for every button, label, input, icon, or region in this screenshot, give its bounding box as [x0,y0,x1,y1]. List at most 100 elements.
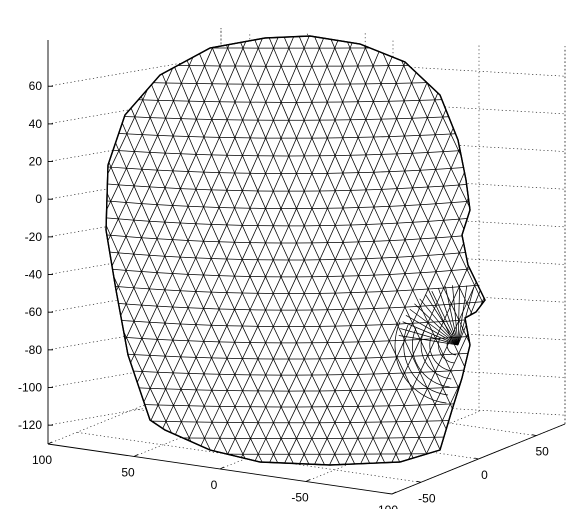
mesh-edge [195,223,204,242]
mesh-edge [203,224,212,242]
mesh-edge [179,222,189,241]
mesh-edge [342,207,352,226]
mesh-edge [403,405,412,422]
mesh-edge [488,47,496,64]
mesh-edge [365,224,375,242]
mesh-edge [234,342,243,359]
mesh-edge [280,155,290,174]
mesh-edge [219,83,228,102]
mesh-edge [373,241,383,259]
mesh-edge [381,307,390,325]
mesh-edge [257,259,266,277]
mesh-edge [327,242,336,260]
mesh-edge [319,242,328,260]
mesh-edge [450,337,459,354]
mesh-edge [419,170,429,188]
mesh-edge [249,276,259,294]
mesh-edge [450,168,460,186]
mesh-edge [490,216,498,232]
mesh-edge [365,373,374,391]
mesh-edge [381,357,390,374]
mesh-edge [472,436,481,454]
mesh-edge [311,84,320,103]
mesh-edge [426,420,435,438]
mesh-edge [141,288,150,306]
mesh-edge [125,185,135,203]
mesh-edge [265,66,274,85]
mesh-edge [97,420,104,437]
mesh-edge [303,259,313,277]
mesh-edge [234,137,243,156]
mesh-edge [127,387,136,405]
mesh-edge [319,358,328,376]
mesh-edge [288,138,297,157]
mesh-edge [265,422,274,439]
mesh-edge [288,66,297,85]
mesh-edge [420,331,452,380]
mesh-edge [227,47,236,67]
mesh-edge [296,374,305,392]
mesh-edge [134,82,144,101]
mesh-edge [364,453,374,465]
mesh-edge [427,169,436,188]
mesh-edge [241,190,251,209]
mesh-edge [319,84,328,103]
mesh-edge [272,259,282,277]
mesh-edge [257,309,266,327]
mesh-edge [126,321,135,338]
mesh-edge [110,320,119,337]
mesh-edge [156,204,166,223]
mesh-edge [96,353,103,369]
mesh-edge [434,387,444,405]
mesh-edge [135,36,145,48]
mesh-edge [357,357,367,375]
mesh-edge [141,338,151,356]
mesh-edge [127,82,136,100]
mesh-edge [106,46,113,65]
mesh-edge [172,356,182,374]
mesh-edge [412,204,421,223]
mesh-edge [157,169,166,188]
mesh-edge [443,254,452,271]
mesh-edge [242,173,251,191]
mesh-edge [280,47,290,67]
mesh-edge [365,308,375,326]
mesh-edge [389,307,398,325]
mesh-edge [106,386,113,404]
mesh-edge [420,288,429,307]
mesh-edge [142,99,151,118]
mesh-edge [134,99,144,118]
mesh-edge [457,98,466,117]
mesh-edge [472,402,482,420]
mesh-edge [97,64,104,81]
mesh-edge [280,309,290,327]
mesh-edge [242,309,251,327]
mesh-edge [226,155,236,174]
mesh-edge [188,118,197,137]
mesh-edge [427,186,437,204]
mesh-edge [489,97,496,114]
mesh-edge [125,253,135,271]
mesh-edge [326,422,336,439]
mesh-edge [334,390,343,407]
mesh-edge [420,272,429,290]
mesh-edge [211,422,221,439]
mesh-edge [219,101,228,120]
mesh-edge [288,225,297,244]
mesh-edge [272,358,282,376]
mesh-edge [490,318,498,334]
mesh-edge [272,173,282,192]
mesh-edge [234,207,243,226]
mesh-edge [450,353,459,372]
mesh-edge [196,453,206,465]
mesh-edge [457,285,468,346]
mesh-edge [419,404,428,422]
mesh-edge [418,36,427,48]
mesh-edge [249,173,259,192]
mesh-edge [380,373,390,391]
x-tick-mark [305,479,311,482]
mesh-edge [442,354,452,372]
mesh-edge [474,285,483,302]
mesh-edge [403,36,412,48]
mesh-edge [280,242,290,261]
